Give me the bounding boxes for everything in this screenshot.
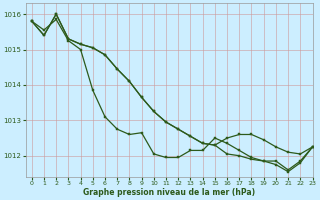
X-axis label: Graphe pression niveau de la mer (hPa): Graphe pression niveau de la mer (hPa) [83, 188, 255, 197]
